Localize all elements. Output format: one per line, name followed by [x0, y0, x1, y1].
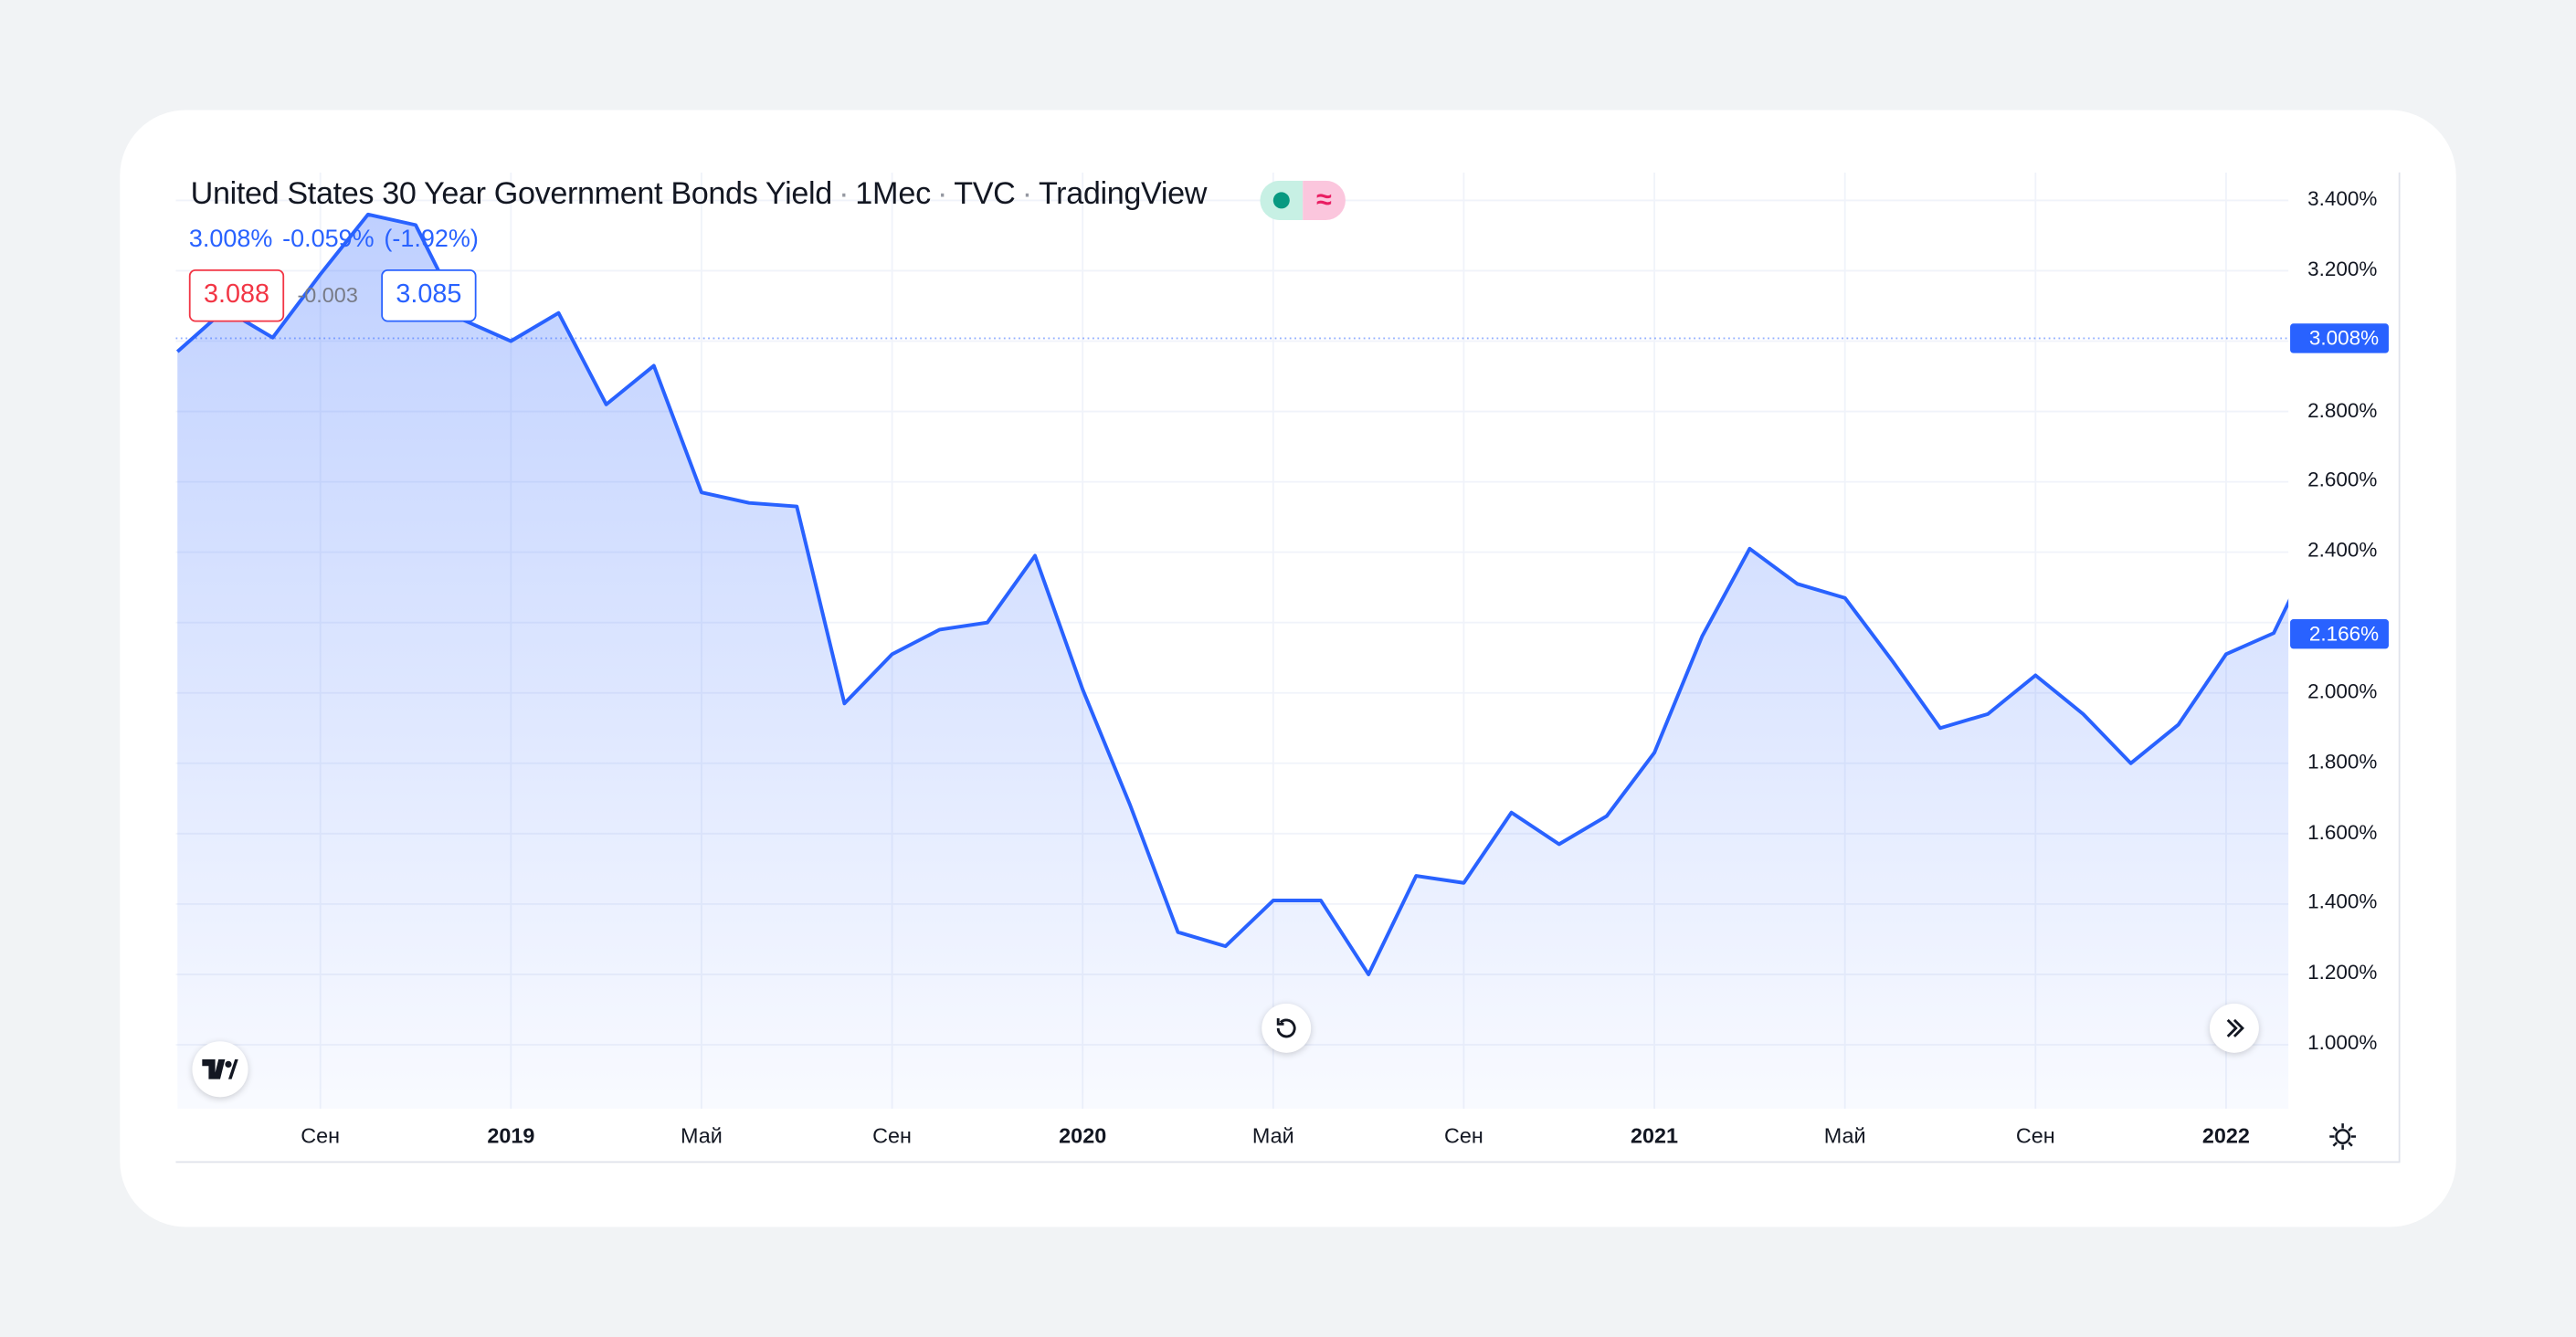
settings-button[interactable]: [2328, 1121, 2357, 1151]
x-tick-label: Сен: [2015, 1123, 2055, 1149]
buy-button[interactable]: 3.085: [381, 268, 477, 322]
x-tick-label: Май: [1251, 1123, 1294, 1149]
gear-icon: [2329, 1123, 2357, 1150]
approx-data-icon: ≈: [1303, 180, 1346, 220]
separator: ·: [839, 177, 850, 213]
symbol-name[interactable]: United States 30 Year Government Bonds Y…: [190, 177, 833, 213]
double-chevron-right-icon: [2226, 1018, 2244, 1037]
x-tick-label: 2022: [2201, 1123, 2250, 1149]
y-tick-label: 2.800%: [2307, 398, 2378, 422]
yield-area-fill: [177, 214, 2289, 1109]
x-tick-label: Сен: [301, 1123, 341, 1149]
x-tick-label: 2020: [1059, 1123, 1107, 1149]
x-tick-label: Май: [1823, 1123, 1866, 1149]
sell-button[interactable]: 3.088: [188, 268, 285, 322]
spread-value: -0.003: [297, 282, 358, 308]
y-tick-label: 2.400%: [2307, 539, 2378, 563]
y-tick-label: 2.000%: [2307, 679, 2378, 703]
separator: ·: [936, 177, 948, 213]
x-tick-label: 2019: [487, 1123, 535, 1149]
price-badge: 2.166%: [2290, 619, 2389, 649]
x-tick-label: 2021: [1631, 1123, 1679, 1149]
chart-plot-area[interactable]: [175, 172, 2289, 1109]
source: TradingView: [1038, 177, 1208, 213]
chart-title: United States 30 Year Government Bonds Y…: [190, 177, 1208, 214]
change-percent: (-1.92%): [384, 225, 479, 253]
y-tick-label: 3.200%: [2307, 258, 2378, 281]
price-axis-border: [2398, 172, 2401, 1162]
y-tick-label: 2.600%: [2307, 468, 2378, 492]
separator: ·: [1021, 177, 1032, 213]
reset-chart-button[interactable]: [1262, 1003, 1312, 1053]
change-value: -0.059%: [282, 225, 375, 253]
y-tick-label: 1.000%: [2307, 1031, 2378, 1055]
scroll-to-realtime-button[interactable]: [2209, 1003, 2259, 1053]
y-tick-label: 1.800%: [2307, 750, 2378, 774]
time-axis-border: [175, 1161, 2401, 1163]
y-tick-label: 1.200%: [2307, 961, 2378, 984]
reset-icon: [1276, 1018, 1296, 1038]
tradingview-logo[interactable]: [192, 1041, 248, 1098]
x-tick-label: Сен: [872, 1123, 912, 1149]
y-tick-label: 1.400%: [2307, 890, 2378, 914]
y-tick-label: 3.400%: [2307, 187, 2378, 211]
interval[interactable]: 1Мес: [855, 177, 931, 213]
status-pill[interactable]: ≈: [1260, 180, 1346, 220]
legend-values: 3.008% -0.059% (-1.92%): [189, 225, 489, 253]
yield-series-line: [175, 212, 2289, 976]
x-tick-label: Май: [681, 1123, 723, 1149]
price-badge: 3.008%: [2290, 323, 2389, 353]
exchange: TVC: [954, 177, 1016, 213]
market-status-dot-icon: [1260, 180, 1304, 220]
y-tick-label: 1.600%: [2307, 820, 2378, 844]
last-value: 3.008%: [188, 225, 273, 253]
x-tick-label: Сен: [1444, 1123, 1483, 1149]
tradingview-logo-icon: [202, 1059, 238, 1079]
